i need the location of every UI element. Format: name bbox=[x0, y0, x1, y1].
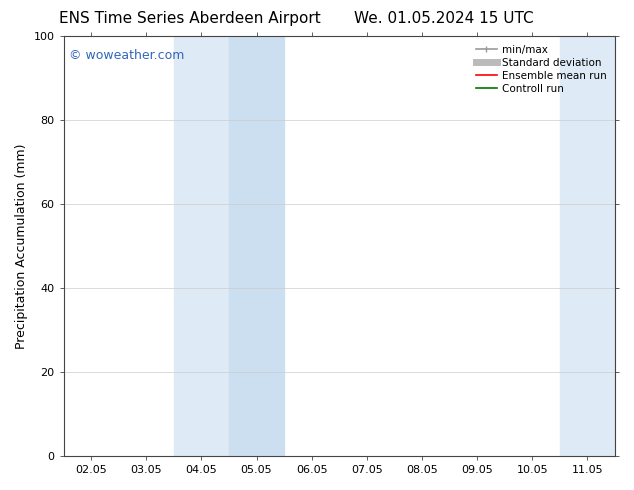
Text: We. 01.05.2024 15 UTC: We. 01.05.2024 15 UTC bbox=[354, 11, 534, 26]
Text: © woweather.com: © woweather.com bbox=[69, 49, 184, 62]
Y-axis label: Precipitation Accumulation (mm): Precipitation Accumulation (mm) bbox=[15, 144, 28, 349]
Bar bbox=[560, 36, 615, 456]
Bar bbox=[174, 36, 229, 456]
Legend: min/max, Standard deviation, Ensemble mean run, Controll run: min/max, Standard deviation, Ensemble me… bbox=[472, 42, 610, 97]
Text: ENS Time Series Aberdeen Airport: ENS Time Series Aberdeen Airport bbox=[60, 11, 321, 26]
Bar bbox=[615, 36, 634, 456]
Bar bbox=[229, 36, 284, 456]
